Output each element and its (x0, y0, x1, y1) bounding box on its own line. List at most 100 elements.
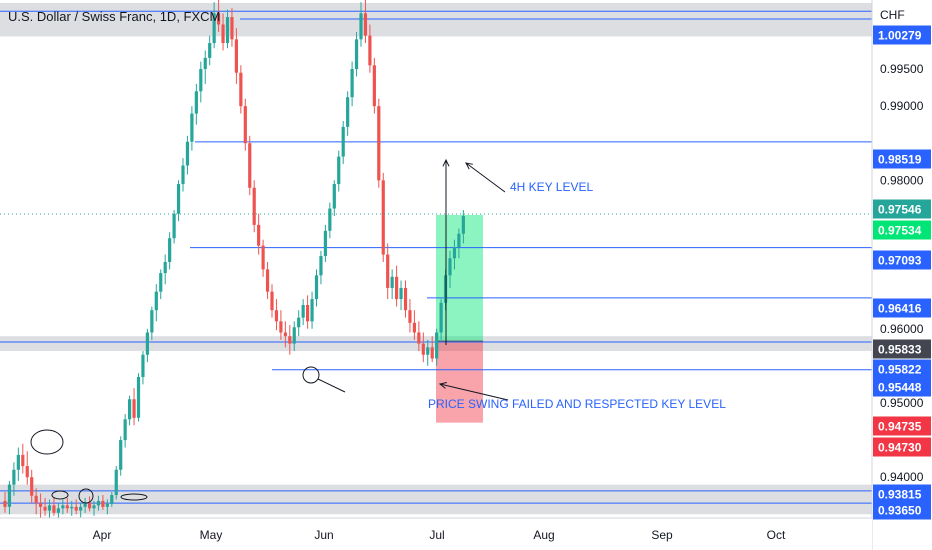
price-tag-label-5: 0.95448 (878, 381, 922, 395)
candle-body-26 (119, 440, 123, 470)
price-tag-label-12: 0.94730 (878, 441, 922, 455)
candle-body-78 (350, 69, 354, 98)
candle-body-38 (172, 213, 176, 239)
y-tick-5: 0.95000 (880, 396, 924, 410)
candle-body-86 (386, 254, 390, 288)
june-low-pointer (317, 378, 346, 393)
price-axis[interactable]: CHF1.000000.995000.990000.980000.960000.… (871, 0, 932, 550)
price-tag-8[interactable] (873, 199, 931, 219)
candlestick-series (3, 0, 465, 518)
candle-body-16 (74, 506, 78, 511)
candle-body-43 (194, 91, 198, 114)
key-level-pointer-line (465, 162, 506, 193)
candle-body-58 (261, 245, 265, 270)
candle-body-49 (221, 24, 225, 44)
candle-body-95 (426, 347, 430, 355)
candle-body-45 (203, 57, 207, 70)
annotation-4h-key-level[interactable]: 4H KEY LEVEL (510, 180, 593, 194)
candle-body-34 (154, 291, 158, 311)
candle-body-0 (3, 500, 7, 507)
price-tag-9[interactable] (873, 220, 931, 240)
candle-body-90 (403, 287, 408, 311)
candle-body-67 (301, 305, 305, 318)
x-tick-2: Jun (314, 528, 333, 542)
time-axis[interactable]: Apr May Jun Jul Aug Sep Oct (0, 517, 872, 550)
price-tag-5[interactable] (873, 377, 931, 397)
x-tick-1: May (200, 528, 223, 542)
candle-body-41 (185, 141, 190, 166)
candle-body-36 (163, 261, 167, 274)
y-tick-6: 0.94000 (880, 470, 924, 484)
price-tag-2[interactable] (873, 250, 931, 270)
annotation-price-swing[interactable]: PRICE SWING FAILED AND RESPECTED KEY LEV… (428, 397, 726, 411)
candle-body-72 (323, 230, 327, 257)
price-tag-6[interactable] (873, 484, 931, 504)
candle-body-101 (452, 247, 457, 259)
candle-body-6 (30, 477, 34, 496)
candle-body-65 (292, 327, 296, 344)
key-level-lines[interactable] (0, 10, 872, 504)
candle-body-75 (337, 156, 341, 185)
candle-body-7 (34, 495, 38, 504)
candle-body-5 (25, 466, 29, 478)
candle-body-73 (328, 208, 332, 231)
candle-body-68 (306, 305, 310, 322)
candle-body-10 (47, 505, 52, 511)
candle-body-25 (114, 469, 118, 495)
candle-body-84 (377, 106, 381, 181)
price-tag-3[interactable] (873, 298, 931, 318)
candle-body-8 (39, 503, 43, 507)
marker-ellipse-1 (51, 490, 69, 500)
marker-ellipse-3 (120, 493, 148, 501)
y-tick-4: 0.96000 (880, 322, 924, 336)
price-tag-1[interactable] (873, 149, 931, 169)
candle-body-3 (16, 454, 20, 470)
candle-body-70 (314, 275, 319, 300)
candle-body-63 (283, 332, 287, 337)
x-tick-3: Jul (429, 528, 444, 542)
candle-body-18 (83, 502, 87, 507)
candle-body-82 (368, 35, 372, 66)
candle-body-76 (341, 126, 345, 157)
candle-body-32 (145, 332, 149, 355)
candle-body-1 (7, 484, 12, 507)
annotations[interactable]: 4H KEY LEVEL PRICE SWING FAILED AND RESPE… (0, 158, 872, 504)
price-tag-12[interactable] (873, 437, 931, 457)
marker-ellipse-2 (78, 488, 94, 504)
candle-body-55 (248, 143, 252, 188)
candle-body-89 (399, 287, 403, 300)
price-tag-label-4: 0.95822 (878, 363, 922, 377)
candle-body-13 (61, 505, 65, 509)
price-tag-label-6: 0.93815 (878, 488, 922, 502)
candle-body-33 (150, 310, 154, 333)
price-tag-0[interactable] (873, 25, 931, 45)
candle-body-9 (43, 506, 47, 511)
candle-body-91 (408, 310, 412, 323)
x-tick-4: Aug (533, 528, 554, 542)
candle-body-52 (234, 39, 238, 73)
price-tag-label-10: 0.95833 (878, 343, 922, 357)
candle-body-14 (65, 505, 69, 509)
price-tag-4[interactable] (873, 359, 931, 379)
candle-body-27 (123, 419, 127, 441)
candle-body-15 (70, 506, 74, 509)
x-tick-5: Sep (651, 528, 673, 542)
candle-body-54 (243, 106, 247, 144)
candle-body-66 (297, 317, 301, 328)
price-tag-label-1: 0.98519 (878, 153, 922, 167)
price-tag-11[interactable] (873, 416, 931, 436)
price-tag-7[interactable] (873, 500, 931, 520)
zone-0 (0, 2, 872, 37)
candle-body-44 (199, 69, 203, 92)
candle-body-2 (12, 469, 16, 485)
price-tag-10[interactable] (873, 339, 931, 359)
key-level-pointer-head (465, 162, 473, 170)
target-arrow-head (442, 158, 450, 167)
candle-body-69 (310, 299, 314, 322)
candle-body-93 (417, 332, 421, 344)
loss-zone[interactable] (436, 341, 483, 423)
candle-body-40 (181, 165, 185, 185)
candle-body-79 (354, 39, 359, 70)
